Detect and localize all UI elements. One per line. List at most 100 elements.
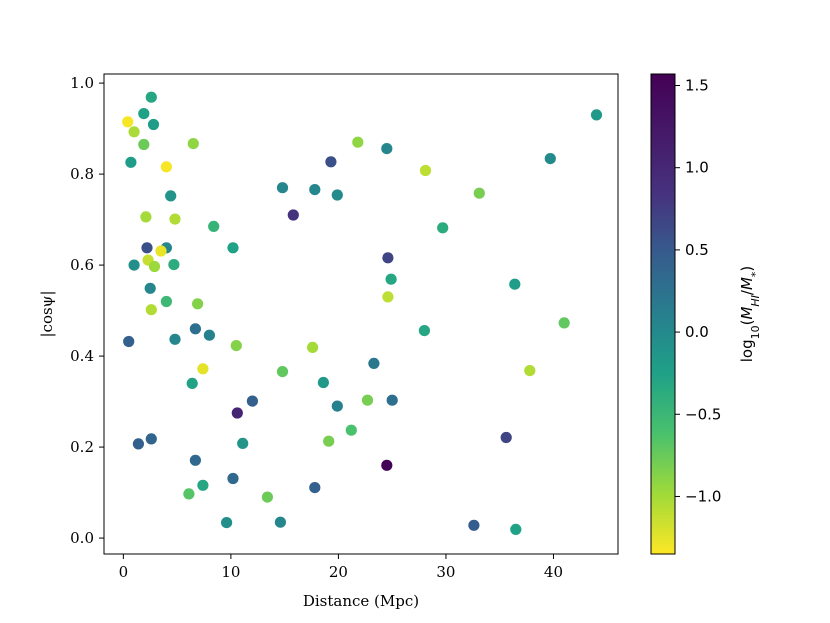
scatter-point [246, 395, 258, 407]
scatter-point [558, 317, 570, 329]
x-tick-label: 0 [119, 563, 129, 581]
scatter-point [145, 91, 157, 103]
scatter-point [309, 482, 321, 494]
y-axis-label: |cosψ| [38, 291, 56, 338]
scatter-point [230, 340, 242, 352]
x-axis-label: Distance (Mpc) [303, 592, 419, 610]
y-tick-label: 0.2 [70, 438, 94, 456]
scatter-point [138, 108, 150, 120]
scatter-point [317, 376, 329, 389]
x-tick-label: 10 [221, 563, 240, 581]
scatter-point [473, 187, 485, 199]
scatter-point [361, 394, 374, 406]
scatter-point [140, 211, 152, 223]
x-tick-label: 20 [329, 563, 348, 581]
scatter-point [145, 304, 157, 316]
colorbar-tick-label: 0.0 [685, 323, 709, 341]
scatter-point [381, 143, 393, 155]
scatter-point [510, 523, 522, 536]
scatter-point [221, 517, 233, 529]
y-axis-ticks: 0.0 0.2 0.4 0.6 0.8 1.0 [70, 74, 104, 547]
scatter-point [169, 213, 181, 225]
scatter-point [148, 260, 161, 273]
scatter-point [128, 259, 140, 271]
scatter-point [187, 138, 199, 150]
scatter-point [138, 138, 150, 151]
scatter-point [132, 438, 144, 450]
scatter-point [189, 454, 201, 466]
scatter-point [122, 116, 134, 128]
x-tick-label: 40 [544, 563, 563, 581]
scatter-point [437, 222, 449, 234]
scatter-point [237, 437, 249, 449]
scatter-point [309, 184, 321, 196]
scatter-point [345, 424, 357, 436]
scatter-point [165, 190, 177, 202]
scatter-point [261, 491, 273, 503]
scatter-point [368, 357, 380, 369]
scatter-point [123, 335, 135, 348]
scatter-point [386, 394, 398, 406]
scatter-point [468, 519, 480, 531]
scatter-point [203, 329, 215, 341]
scatter-point [276, 366, 289, 378]
scatter-point [524, 365, 536, 377]
scatter-point [168, 259, 180, 271]
colorbar-tick-label: 0.5 [685, 241, 709, 259]
scatter-point [274, 516, 286, 528]
scatter-point [155, 245, 167, 257]
scatter-point [147, 118, 160, 131]
scatter-point [125, 156, 137, 168]
scatter-point [418, 325, 430, 337]
scatter-point [160, 295, 172, 308]
scatter-point [144, 282, 156, 294]
scatter-point [331, 189, 343, 201]
scatter-point [287, 209, 299, 221]
scatter-point [544, 153, 556, 165]
y-tick-label: 0.0 [70, 529, 94, 547]
scatter-point [231, 407, 243, 419]
colorbar [650, 73, 676, 555]
scatter-point [509, 278, 521, 290]
plot-frame [103, 73, 619, 555]
scatter-point [208, 220, 220, 232]
colorbar-tick-label: −0.5 [685, 405, 721, 423]
scatter-point [183, 488, 195, 500]
scatter-point [145, 433, 157, 445]
scatter-point [192, 298, 204, 310]
scatter-point [590, 109, 603, 121]
scatter-point [331, 400, 343, 412]
scatter-point [169, 333, 181, 345]
scatter-point [227, 242, 239, 254]
y-tick-label: 0.4 [70, 347, 94, 365]
y-tick-label: 1.0 [70, 74, 94, 92]
scatter-point [197, 363, 209, 375]
scatter-point [381, 459, 393, 471]
scatter-point [197, 479, 209, 491]
y-tick-label: 0.6 [70, 256, 94, 274]
scatter-point [385, 273, 397, 285]
scatter-point [382, 291, 394, 303]
scatter-point [128, 126, 140, 138]
x-axis-ticks: 0 10 20 30 40 [119, 554, 563, 581]
colorbar-tick-label: 1.0 [685, 159, 709, 177]
scatter-point [186, 377, 198, 389]
scatter-point [500, 431, 512, 444]
colorbar-ticks: 1.5 1.0 0.5 0.0 −0.5 −1.0 [675, 77, 721, 505]
scatter-points [122, 91, 603, 536]
colorbar-tick-label: 1.5 [685, 77, 709, 95]
scatter-point [141, 242, 153, 254]
y-tick-label: 0.8 [70, 165, 94, 183]
scatter-point [189, 323, 201, 335]
scatter-point [276, 182, 289, 194]
scatter-point [382, 252, 394, 264]
colorbar-tick-label: −1.0 [685, 487, 721, 505]
x-tick-label: 30 [436, 563, 455, 581]
scatter-point [227, 472, 239, 485]
scatter-point [419, 164, 432, 177]
scatter-point [325, 156, 337, 168]
scatter-point [323, 435, 335, 447]
scatter-point [160, 161, 172, 173]
colorbar-label: log10(MHI/M*) [738, 266, 762, 363]
